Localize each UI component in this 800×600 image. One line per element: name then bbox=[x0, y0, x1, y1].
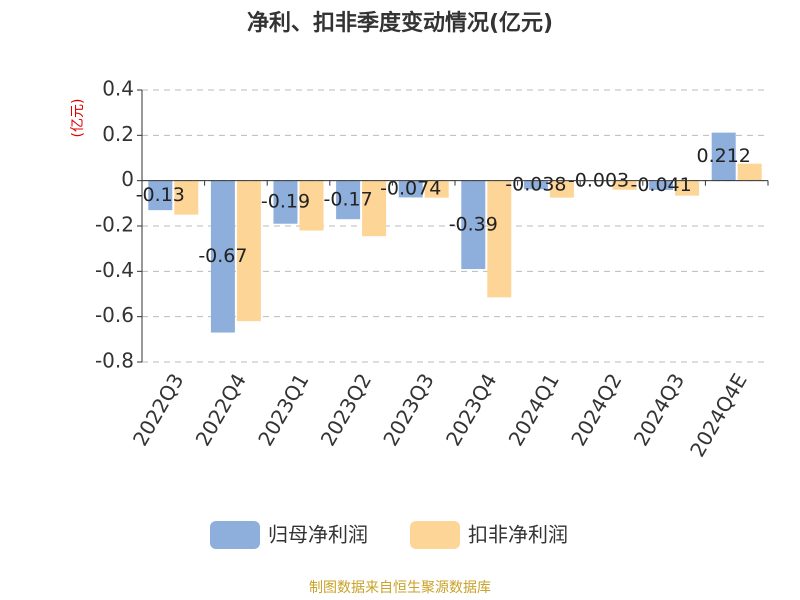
bar bbox=[148, 180, 173, 211]
bar bbox=[210, 180, 235, 333]
bar bbox=[299, 180, 324, 231]
y-tick-label: 0.2 bbox=[102, 122, 134, 146]
bar bbox=[675, 180, 700, 196]
y-tick-label: -0.8 bbox=[95, 349, 134, 373]
x-tick-label: 2022Q4 bbox=[191, 369, 251, 450]
bar bbox=[362, 180, 387, 237]
bar bbox=[487, 180, 512, 298]
bar bbox=[711, 132, 736, 181]
data-label: -0.041 bbox=[630, 174, 691, 196]
bar bbox=[336, 180, 361, 220]
data-label: -0.038 bbox=[505, 173, 566, 195]
legend-label: 扣非净利润 bbox=[468, 523, 568, 547]
x-tick-label: 2024Q4E bbox=[685, 369, 752, 461]
x-tick-label: 2024Q1 bbox=[504, 369, 564, 450]
bar bbox=[461, 180, 486, 270]
bar bbox=[649, 180, 674, 190]
bar bbox=[236, 180, 261, 322]
data-label: -0.39 bbox=[449, 213, 498, 235]
data-label: -0.17 bbox=[324, 188, 373, 210]
data-label: -0.13 bbox=[136, 184, 185, 206]
bar bbox=[273, 180, 298, 224]
bar bbox=[523, 180, 548, 190]
source-note: 制图数据来自恒生聚源数据库 bbox=[309, 580, 491, 596]
x-tick-label: 2023Q4 bbox=[441, 369, 501, 450]
legend-swatch bbox=[210, 521, 260, 549]
y-tick-label: -0.6 bbox=[95, 303, 134, 327]
bar bbox=[612, 180, 637, 190]
x-tick-label: 2023Q1 bbox=[253, 369, 313, 450]
x-tick-label: 2023Q3 bbox=[378, 369, 438, 450]
x-tick-label: 2024Q2 bbox=[566, 369, 626, 450]
bar bbox=[549, 180, 574, 198]
bar bbox=[737, 163, 762, 181]
legend-swatch bbox=[410, 521, 460, 549]
bar bbox=[174, 180, 199, 215]
data-label: -0.19 bbox=[261, 191, 310, 213]
chart-title: 净利、扣非季度变动情况(亿元) bbox=[247, 10, 553, 36]
x-tick-label: 2024Q3 bbox=[629, 369, 689, 450]
data-label: -0.074 bbox=[380, 178, 441, 200]
y-axis-label: (亿元) bbox=[70, 99, 86, 138]
data-label: 0.212 bbox=[696, 145, 750, 167]
data-label: -0.67 bbox=[198, 245, 247, 267]
x-tick-label: 2023Q2 bbox=[316, 369, 376, 450]
y-tick-label: -0.2 bbox=[95, 213, 134, 237]
y-tick-label: -0.4 bbox=[95, 258, 134, 282]
x-tick-label: 2022Q3 bbox=[128, 369, 188, 450]
bar bbox=[424, 180, 449, 198]
y-tick-label: 0.4 bbox=[102, 77, 134, 101]
bar bbox=[398, 180, 423, 198]
y-tick-label: 0 bbox=[121, 167, 134, 191]
legend-label: 归母净利润 bbox=[268, 523, 368, 547]
